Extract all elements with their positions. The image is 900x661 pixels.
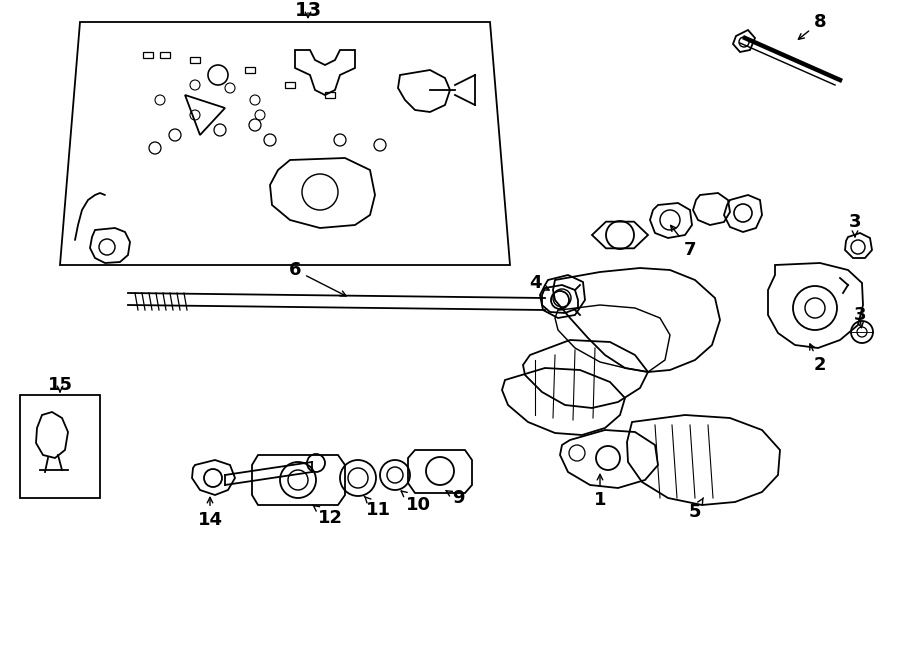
Text: 6: 6 xyxy=(289,261,347,296)
Text: 4: 4 xyxy=(529,274,549,292)
Text: 15: 15 xyxy=(48,376,73,394)
Text: 1: 1 xyxy=(594,475,607,509)
Text: 11: 11 xyxy=(364,496,391,519)
Text: 3: 3 xyxy=(854,306,866,324)
Text: 5: 5 xyxy=(688,498,704,521)
Text: 7: 7 xyxy=(670,225,697,259)
Text: 13: 13 xyxy=(294,1,321,20)
Text: 10: 10 xyxy=(401,491,430,514)
Text: 9: 9 xyxy=(446,489,464,507)
Text: 14: 14 xyxy=(197,497,222,529)
Text: 12: 12 xyxy=(312,505,343,527)
Text: 8: 8 xyxy=(798,13,826,39)
Text: 2: 2 xyxy=(810,344,826,374)
Text: 3: 3 xyxy=(849,213,861,237)
